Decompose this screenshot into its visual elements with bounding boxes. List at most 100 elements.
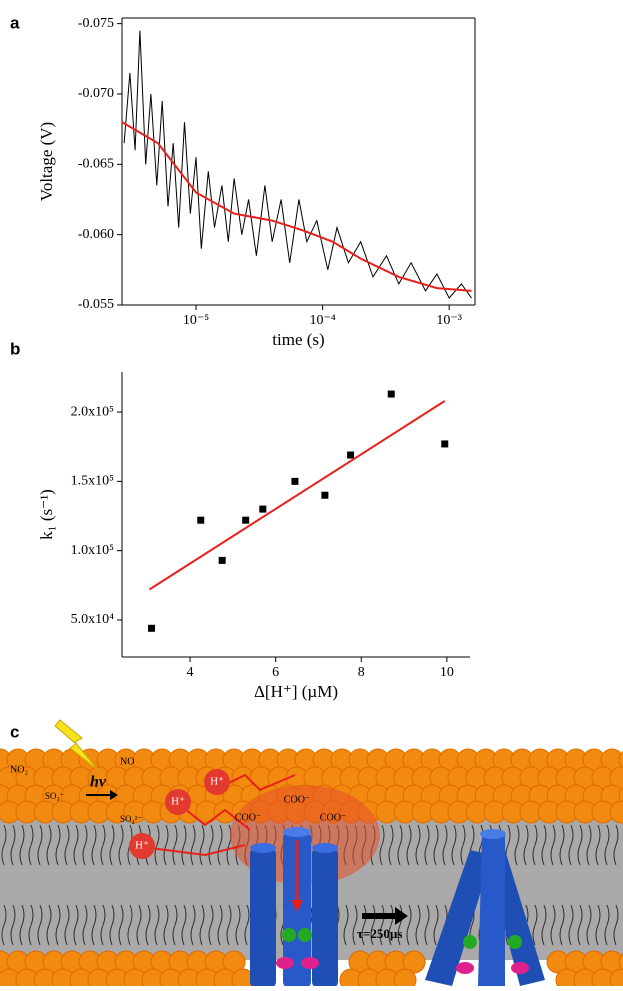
x-tick-label: 4 xyxy=(187,665,194,680)
lipid-tail xyxy=(550,904,556,946)
lipid-tail xyxy=(235,904,241,946)
lipid-tail xyxy=(541,824,547,866)
x-tick-label: 10⁻⁴ xyxy=(309,313,335,328)
chem-label: SO₃⁻ xyxy=(45,791,65,801)
lipid-tail xyxy=(451,824,457,866)
lipid-tail xyxy=(604,904,610,946)
lightning xyxy=(54,719,99,771)
lipid-tail xyxy=(55,824,61,866)
lipid-tail xyxy=(541,904,547,946)
lipid-tail xyxy=(28,824,34,866)
lipid-tail xyxy=(397,824,403,866)
coo-label: COO⁻ xyxy=(284,794,310,805)
lipid-head xyxy=(618,786,623,806)
lipid-tail xyxy=(460,824,466,866)
x-tick-label: 10⁻³ xyxy=(436,313,462,328)
lipid-tail xyxy=(577,824,583,866)
proton xyxy=(129,833,155,859)
lipid-tail xyxy=(208,824,214,866)
lipid-tail xyxy=(136,904,142,946)
series-line xyxy=(121,121,472,292)
lipid-tail xyxy=(64,824,70,866)
x-tick-label: 6 xyxy=(272,665,279,680)
proton xyxy=(165,789,191,815)
y-tick-label: -0.075 xyxy=(78,16,114,31)
lipid-tail xyxy=(109,824,115,866)
panel-label: b xyxy=(10,339,20,358)
lipid-tail xyxy=(46,904,52,946)
point xyxy=(242,516,250,524)
point xyxy=(347,451,355,459)
proton-label: H⁺ xyxy=(210,776,224,788)
lipid-tail xyxy=(118,904,124,946)
lipid-tail xyxy=(91,904,97,946)
lipid-head xyxy=(618,750,623,770)
point xyxy=(321,491,329,499)
x-axis-label: time (s) xyxy=(272,330,324,349)
lipid-tail xyxy=(190,824,196,866)
lipid-tail xyxy=(523,824,529,866)
lipid-tail xyxy=(595,904,601,946)
y-tick-label: -0.060 xyxy=(78,227,114,242)
lipid-tail xyxy=(181,904,187,946)
lipid-tail xyxy=(559,824,565,866)
lipid-tail xyxy=(388,904,394,946)
lipid-tail xyxy=(154,904,160,946)
lipid-tail xyxy=(577,904,583,946)
lipid-tail xyxy=(172,824,178,866)
panel-label: a xyxy=(10,13,20,32)
lipid-head xyxy=(618,952,623,972)
lipid-tail xyxy=(244,904,250,946)
x-axis-label: Δ[H⁺] (µM) xyxy=(254,682,338,701)
coo-label: COO⁻ xyxy=(235,812,261,823)
x-tick-label: 10⁻⁵ xyxy=(183,313,209,328)
lipid-tail xyxy=(613,904,619,946)
lipid-head xyxy=(609,800,623,824)
lipid-tail xyxy=(1,824,7,866)
lipid-tail xyxy=(226,904,232,946)
lipid-tail xyxy=(172,904,178,946)
lipid-tail xyxy=(613,824,619,866)
series-line xyxy=(148,400,446,591)
lipid-tail xyxy=(199,904,205,946)
coo-label: COO⁻ xyxy=(320,812,346,823)
point xyxy=(197,516,205,524)
lipid-tail xyxy=(163,904,169,946)
lipid-tail xyxy=(532,904,538,946)
chem-label: SO₄²⁻ xyxy=(120,814,142,824)
lipid-tail xyxy=(100,904,106,946)
lipid-tail xyxy=(1,904,7,946)
lipid-tail xyxy=(91,824,97,866)
lipid-tail xyxy=(208,904,214,946)
lipid-tail xyxy=(343,904,349,946)
lipid-tail xyxy=(433,824,439,866)
lipid-tail xyxy=(568,904,574,946)
x-tick-label: 10 xyxy=(440,665,454,680)
y-tick-label: 1.0x10⁵ xyxy=(71,543,115,558)
y-axis-label: k₁ (s⁻¹) xyxy=(37,489,56,540)
lipid-tail xyxy=(118,824,124,866)
lipid-tail xyxy=(82,904,88,946)
lipid-tail xyxy=(397,904,403,946)
lipid-tail xyxy=(379,904,385,946)
series-line xyxy=(123,30,472,299)
proton-label: H⁺ xyxy=(135,840,149,852)
point xyxy=(148,624,156,632)
lipid-tail xyxy=(532,824,538,866)
y-axis-label: Voltage (V) xyxy=(37,122,56,201)
lipid-tail xyxy=(163,824,169,866)
lipid-tail xyxy=(109,904,115,946)
proton-label: H⁺ xyxy=(171,796,185,808)
lipid-tail xyxy=(181,824,187,866)
lipid-tail xyxy=(442,824,448,866)
point xyxy=(259,505,267,513)
lipid-tail xyxy=(388,824,394,866)
y-tick-label: 5.0x10⁴ xyxy=(71,612,115,627)
y-tick-label: 2.0x10⁵ xyxy=(71,404,115,419)
lipid-tail xyxy=(217,904,223,946)
lipid-tail xyxy=(19,824,25,866)
lipid-tail xyxy=(46,824,52,866)
y-tick-label: -0.065 xyxy=(78,157,114,172)
point xyxy=(387,390,395,398)
y-tick-label: -0.070 xyxy=(78,86,114,101)
